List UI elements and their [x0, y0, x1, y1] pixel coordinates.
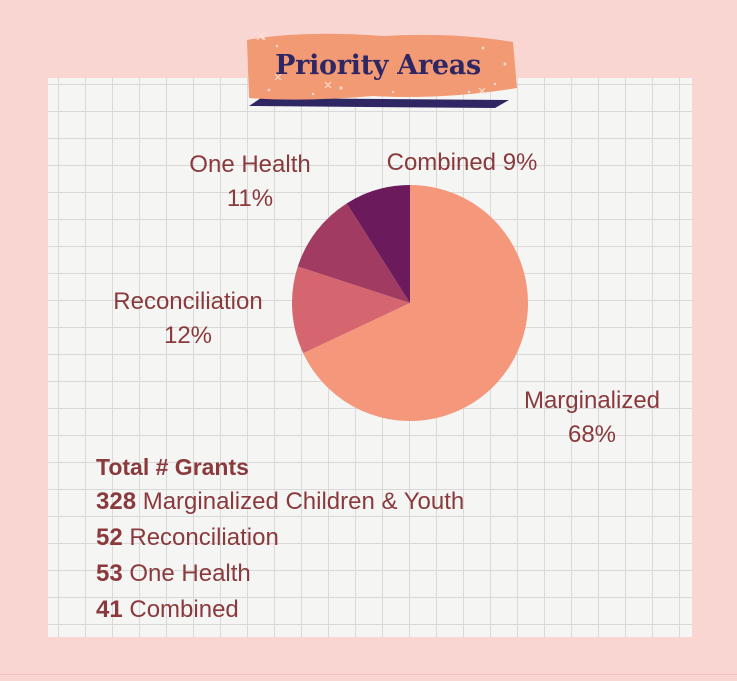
- combined-label: Combined 9%: [386, 149, 538, 176]
- reconciliation-label-percent: 12%: [163, 322, 213, 349]
- totals-row: 52 Reconciliation: [96, 520, 464, 556]
- totals-row: 41 Combined: [96, 592, 464, 628]
- one-health-label: One Health 11%: [160, 148, 340, 216]
- totals-heading: Total # Grants: [96, 454, 249, 480]
- totals-count: 53: [96, 560, 123, 587]
- totals-label: Combined: [129, 596, 239, 623]
- marginalized-label: Marginalized 68%: [500, 384, 684, 452]
- marginalized-label-name: Marginalized: [523, 387, 661, 414]
- bottom-divider: [0, 674, 737, 675]
- one-health-label-name: One Health: [189, 151, 311, 178]
- totals-row: 328 Marginalized Children & Youth: [96, 484, 464, 520]
- reconciliation-label-name: Reconciliation: [113, 288, 263, 315]
- marginalized-label-percent: 68%: [567, 421, 617, 448]
- one-health-label-percent: 11%: [226, 185, 274, 212]
- pie-slice-reconciliation: [291, 266, 410, 354]
- pie-slice-combined: [346, 185, 410, 303]
- totals-label: Reconciliation: [129, 524, 279, 551]
- page-title: Priority Areas: [275, 50, 481, 81]
- reconciliation-label: Reconciliation 12%: [88, 285, 288, 353]
- pie-slice-one-health: [297, 203, 410, 303]
- totals-count: 328: [96, 488, 137, 515]
- totals-label: One Health: [129, 560, 251, 587]
- totals-count: 41: [96, 596, 123, 623]
- pie-slice-marginalized: [303, 185, 528, 421]
- totals-label: Marginalized Children & Youth: [142, 488, 465, 515]
- grant-totals: Total # Grants 328 Marginalized Children…: [96, 450, 464, 628]
- totals-count: 52: [96, 524, 123, 551]
- totals-row: 53 One Health: [96, 556, 464, 592]
- title-banner: [247, 31, 517, 108]
- grid-paper-card: [48, 78, 692, 637]
